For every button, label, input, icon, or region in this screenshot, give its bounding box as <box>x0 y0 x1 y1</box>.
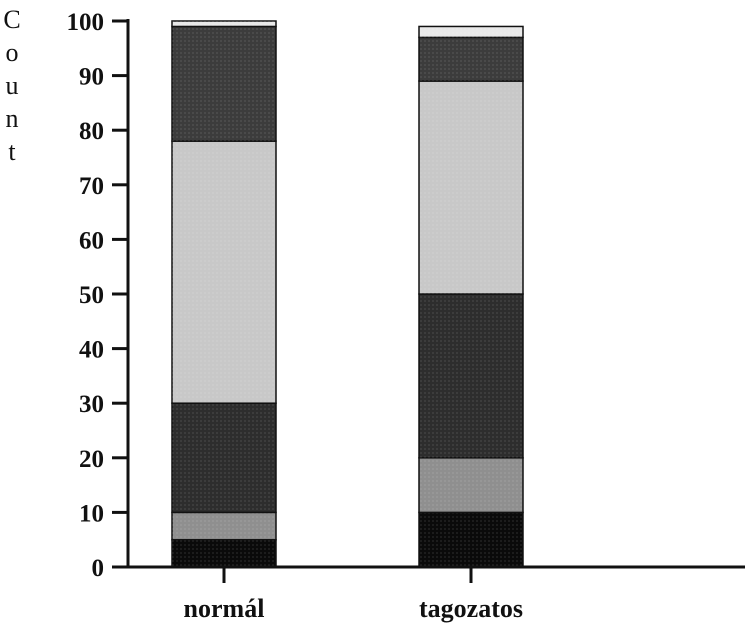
bars <box>171 20 524 568</box>
y-tick-label: 50 <box>79 282 104 309</box>
y-tick-label: 80 <box>79 118 104 145</box>
y-tick-label: 30 <box>79 391 104 418</box>
bar-segment-texture <box>172 539 276 567</box>
y-tick-label: 100 <box>67 9 105 36</box>
bar-segment-texture <box>419 37 523 82</box>
y-tick-label: 0 <box>92 555 105 582</box>
y-tick-label: 60 <box>79 227 104 254</box>
bar-segment-texture <box>419 81 523 294</box>
bar-segment-texture <box>419 512 523 567</box>
x-tick-label: tagozatos <box>419 594 523 623</box>
x-axis: normál tagozatos <box>128 565 745 623</box>
bar-stack <box>171 20 277 568</box>
y-tick-label: 90 <box>79 64 104 91</box>
bar-segment-texture <box>172 512 276 540</box>
bar-segment-texture <box>172 403 276 513</box>
y-tick-label: 20 <box>79 446 104 473</box>
bar-segment-texture <box>419 26 523 38</box>
bar-segment-texture <box>172 21 276 27</box>
bar-segment-texture <box>172 26 276 142</box>
y-tick-label: 70 <box>79 173 104 200</box>
bar-segment-texture <box>419 294 523 458</box>
bar-stack <box>418 25 524 568</box>
y-tick-label: 10 <box>79 500 104 527</box>
x-tick-label: normál <box>184 594 265 623</box>
bar-segment-texture <box>172 141 276 404</box>
y-tick-label: 40 <box>79 337 104 364</box>
y-axis: 0 10 20 30 40 50 60 70 80 90 100 <box>67 9 130 582</box>
bar-segment-texture <box>419 457 523 513</box>
